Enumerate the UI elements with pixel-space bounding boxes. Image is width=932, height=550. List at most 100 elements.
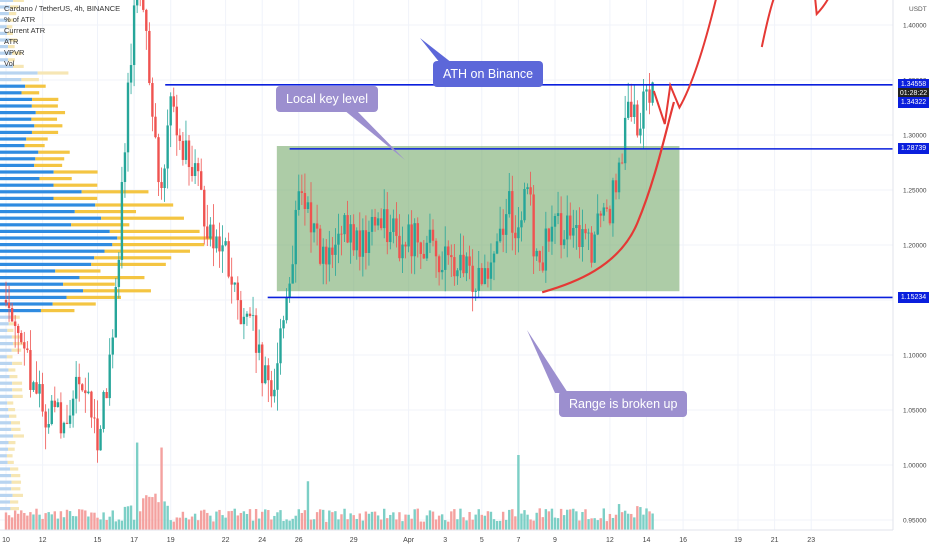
volume-bar <box>239 512 243 530</box>
vpvr-row-buy <box>0 302 53 306</box>
volume-bar <box>93 512 96 530</box>
vpvr-row-buy <box>0 137 27 141</box>
callout-tail-ath <box>420 38 452 63</box>
vpvr-row-buy <box>0 223 72 227</box>
callout-ath-on-binance[interactable]: ATH on Binance <box>433 61 544 87</box>
candle-body <box>392 218 395 233</box>
volume-bar <box>651 513 654 530</box>
vpvr-row-sell <box>35 157 65 161</box>
candle-body <box>535 250 538 257</box>
price-tick-label: 1.20000 <box>903 243 927 250</box>
volume-bar <box>236 515 239 530</box>
volume-bar <box>514 516 517 530</box>
volume-bar <box>10 517 14 530</box>
legend-indicator-atr[interactable]: ATR <box>4 37 19 46</box>
volume-bar <box>440 514 444 530</box>
candle-body <box>20 332 23 343</box>
callout-local-key-level[interactable]: Local key level <box>276 86 378 112</box>
volume-bar <box>59 511 63 530</box>
volume-bar <box>572 508 575 530</box>
volume-bar <box>139 511 142 530</box>
price-tick-label: 1.10000 <box>903 353 927 360</box>
price-tag: 01:28:22 <box>898 88 929 100</box>
volume-bar <box>349 513 352 530</box>
candle-body <box>401 244 404 259</box>
vpvr-row-buy <box>0 183 54 187</box>
vpvr-row-sell <box>31 104 58 108</box>
volume-bar <box>596 520 599 530</box>
volume-bar <box>413 509 416 530</box>
candle-body <box>486 268 490 279</box>
candle-body <box>111 337 114 355</box>
vpvr-row-buy <box>0 5 11 9</box>
volume-bar <box>105 519 108 530</box>
legend-symbol[interactable]: Cardano / TetherUS, 4h, BINANCE <box>4 4 121 13</box>
vpvr-row-buy <box>0 64 14 68</box>
callout-range-broken-up[interactable]: Range is broken up <box>559 391 688 417</box>
candle-body <box>514 232 517 239</box>
volume-bar <box>398 512 401 530</box>
vpvr-row-buy <box>0 12 9 16</box>
candle-body <box>520 220 523 228</box>
vpvr-row-sell <box>7 460 14 464</box>
volume-bar <box>645 508 648 530</box>
candle-body <box>495 241 499 254</box>
candle-body <box>78 376 81 385</box>
volume-bar <box>605 521 609 530</box>
vpvr-row-sell <box>112 243 205 247</box>
candle-body <box>190 167 194 177</box>
candle-body <box>373 216 377 226</box>
chart-legend: Cardano / TetherUS, 4h, BINANCE % of ATR… <box>4 3 120 69</box>
candle-body <box>532 194 535 257</box>
vpvr-row-sell <box>12 381 23 385</box>
volume-bar <box>459 508 462 530</box>
projection-arrow <box>652 0 717 125</box>
candle-body <box>358 230 361 257</box>
volume-bar <box>520 513 523 530</box>
volume-bar <box>273 515 276 530</box>
volume-bar <box>71 516 75 530</box>
volume-bar <box>575 511 578 530</box>
candle-body <box>261 344 264 384</box>
candle-body <box>569 215 572 236</box>
candle-body <box>227 241 230 277</box>
legend-indicator-vol[interactable]: Vol <box>4 59 15 68</box>
candle-body <box>550 226 554 242</box>
vpvr-row-sell <box>11 480 22 484</box>
vpvr-row-buy <box>0 38 10 42</box>
candle-body <box>395 218 398 236</box>
volume-bar <box>120 520 124 530</box>
time-tick-label: 12 <box>606 537 614 544</box>
volume-bar <box>453 509 456 530</box>
volume-bar <box>379 519 383 530</box>
legend-indicator-percent-atr[interactable]: % of ATR <box>4 15 36 24</box>
candle-body <box>419 242 422 254</box>
volume-bar <box>242 511 246 530</box>
vpvr-row-buy <box>0 375 10 379</box>
volume-bar <box>373 511 377 530</box>
vpvr-row-buy <box>0 249 105 253</box>
volume-bar <box>544 509 548 530</box>
vpvr-row-buy <box>0 203 96 207</box>
candle-body <box>41 384 44 412</box>
candle-body <box>617 162 621 193</box>
volume-bar <box>523 510 526 530</box>
candle-body <box>453 257 456 277</box>
volume-bar <box>32 514 35 530</box>
volume-bar <box>212 521 215 530</box>
vpvr-row-buy <box>0 328 8 332</box>
candle-body <box>233 282 236 285</box>
legend-indicator-current-atr[interactable]: Current ATR <box>4 26 46 35</box>
vpvr-row-sell <box>10 5 19 9</box>
vpvr-row-sell <box>55 269 101 273</box>
vpvr-row-buy <box>0 0 14 2</box>
candle-body <box>581 229 584 247</box>
legend-indicator-vpvr[interactable]: VPVR <box>4 48 25 57</box>
volume-bar <box>44 513 47 530</box>
vpvr-row-sell <box>6 355 13 359</box>
vpvr-row-buy <box>0 163 35 167</box>
candle-body <box>129 65 133 83</box>
time-axis[interactable]: 10 12 15 17 19 22 24 26 29 Apr 3 5 7 9 12 14 16 19 21 23 <box>2 537 815 544</box>
volume-bar <box>148 496 151 530</box>
